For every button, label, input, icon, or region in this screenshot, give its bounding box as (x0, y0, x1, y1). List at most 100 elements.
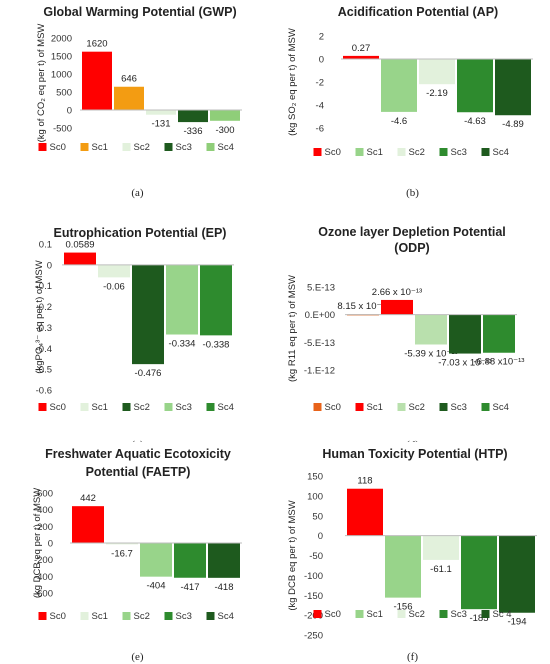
legend: Sc0 Sc1 Sc2 Sc3 Sc4 (313, 147, 509, 158)
legend-label-4: Sc4 (218, 142, 234, 153)
bar-sc0 (347, 488, 383, 536)
chart-svg-f: Human Toxicity Potential (HTP) 150 100 50 0 -… (287, 447, 537, 663)
legend-label-2: Sc2 (134, 402, 150, 413)
y-tick-label: -0.6 (36, 386, 52, 397)
legend-label-3: Sc3 (176, 611, 192, 622)
legend-swatch-3 (164, 612, 173, 620)
legend-swatch-3 (439, 148, 448, 156)
y-tick-label: 0 (47, 260, 52, 271)
legend-swatch-4 (206, 612, 215, 620)
y-tick-label: 1000 (51, 70, 72, 81)
legend-swatch-0 (38, 403, 47, 411)
data-label: -300 (215, 125, 234, 136)
y-tick-label: -150 (304, 591, 323, 602)
legend-label-2: Sc2 (409, 147, 425, 158)
legend-swatch-0 (38, 612, 47, 620)
chart-title: Acidification Potential (AP) (338, 5, 498, 19)
y-tick-label: -50 (309, 551, 323, 562)
bar-sc2 (146, 110, 176, 115)
legend-label-2: Sc2 (409, 609, 425, 620)
data-label: -16.7 (111, 548, 133, 559)
legend-swatch-3 (439, 610, 448, 618)
chart-title: Freshwater Aquatic Ecotoxicity (45, 447, 231, 461)
y-tick-label: 150 (307, 472, 323, 483)
data-label: -4.89 (502, 119, 524, 130)
y-tick-label: 200 (37, 522, 53, 533)
chart-title-line-2: Potential (FAETP) (86, 465, 191, 479)
legend-label-2: Sc2 (409, 402, 425, 413)
legend: Sc0 Sc1 Sc2 Sc3 Sc 4 (313, 609, 512, 620)
legend-label-1: Sc1 (367, 147, 383, 158)
bar-sc0 (72, 506, 104, 543)
legend: Sc0 Sc1 Sc2 Sc3 Sc4 (38, 611, 234, 622)
chart-title: Human Toxicity Potential (HTP) (322, 447, 507, 461)
data-label: -156 (393, 602, 412, 613)
data-label: -5.39 x 10⁻¹³ (404, 348, 458, 359)
data-label: 646 (121, 74, 137, 85)
legend-swatch-0 (313, 610, 322, 618)
data-label: -418 (214, 582, 233, 593)
legend-swatch-0 (313, 403, 322, 411)
legend-label-0: Sc0 (325, 609, 341, 620)
data-label: -4.6 (391, 116, 407, 127)
chart-svg-b: Acidification Potential (AP) 2 0 -2 -4 -6 (kg … (287, 5, 533, 199)
bar-sc2 (140, 543, 172, 577)
y-axis-label: (kg DCB eq per t) of MSW (287, 500, 298, 610)
chart-svg-c: Eutrophication Potential (EP)0.1 0 -0.1 -0.… (34, 226, 234, 442)
legend-label-3: Sc3 (451, 147, 467, 158)
legend-swatch-2 (397, 148, 406, 156)
legend-label-1: Sc1 (367, 609, 383, 620)
y-tick-label: 2 (319, 32, 324, 43)
y-tick-label: -1.E-12 (304, 366, 335, 377)
legend-label-0: Sc0 (325, 402, 341, 413)
legend-swatch-1 (80, 612, 89, 620)
data-label: 2.66 x 10⁻¹³ (372, 287, 422, 298)
y-tick-label: -250 (304, 631, 323, 642)
bar-sc3 (178, 110, 208, 123)
chart-svg-e: Freshwater Aquatic Ecotoxicity Potential … (32, 447, 242, 663)
data-label: 1620 (86, 39, 107, 50)
legend-swatch-1 (355, 610, 364, 618)
y-tick-label: -0.5 (36, 365, 52, 376)
legend-label-0: Sc0 (50, 611, 66, 622)
panel-label: (b) (406, 187, 419, 199)
data-label: 118 (357, 476, 372, 487)
y-tick-label: 0.E+00 (305, 310, 335, 321)
data-label: 0.27 (352, 43, 371, 54)
data-label: -336 (183, 126, 202, 137)
bar-sc4 (208, 543, 240, 578)
bar-sc4 (495, 59, 531, 116)
legend-label-4: Sc4 (218, 611, 234, 622)
legend-label-0: Sc0 (50, 142, 66, 153)
chart-title-line-2: (ODP) (394, 241, 429, 255)
chart-title: Ozone layer Depletion Potential (318, 225, 506, 239)
y-axis-label: (kg R11 eq per t) of MSW (287, 275, 298, 382)
bar-sc0 (64, 252, 96, 265)
chart-title: Eutrophication Potential (EP) (54, 226, 227, 240)
data-label: -0.476 (135, 368, 162, 379)
legend-label-3: Sc3 (176, 402, 192, 413)
legend-swatch-4 (481, 148, 490, 156)
bar-sc2 (415, 314, 447, 345)
legend: Sc0 Sc1 Sc2 Sc3 Sc4 (38, 402, 234, 413)
legend-swatch-0 (313, 148, 322, 156)
legend-swatch-2 (122, 403, 131, 411)
chart-svg-d: Ozone layer Depletion Potential (ODP) 5.E-… (287, 225, 524, 442)
legend-swatch-1 (80, 143, 89, 151)
y-tick-label: -2 (316, 78, 324, 89)
y-tick-label: 400 (37, 505, 53, 516)
legend-label-0: Sc0 (50, 402, 66, 413)
y-tick-label: -200 (34, 555, 53, 566)
data-label: -131 (151, 119, 170, 130)
bar-sc1 (381, 299, 413, 315)
y-tick-label: -200 (304, 611, 323, 622)
bar-sc3 (461, 535, 497, 610)
y-tick-label: 600 (37, 489, 53, 500)
legend-label-3: Sc3 (176, 142, 192, 153)
data-label: -4.63 (464, 116, 486, 127)
y-tick-label: -500 (53, 124, 72, 135)
y-tick-label: 100 (307, 491, 323, 502)
bar-sc3 (449, 314, 481, 354)
bar-sc1 (114, 86, 144, 110)
legend-label-3: Sc3 (451, 609, 467, 620)
